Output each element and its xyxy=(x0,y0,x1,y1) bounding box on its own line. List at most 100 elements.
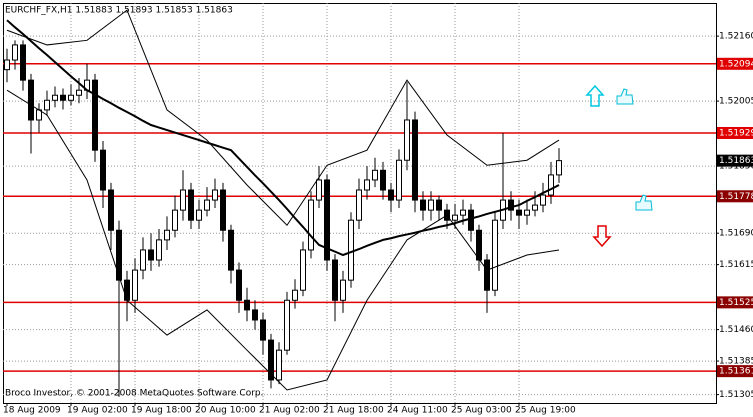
candle-body xyxy=(412,119,418,201)
candle-body xyxy=(516,209,522,216)
candle-body xyxy=(252,309,258,321)
candle-body xyxy=(324,179,330,261)
candle-body xyxy=(316,179,322,201)
candle-body xyxy=(484,259,490,291)
candle-body xyxy=(124,279,130,301)
candle-body xyxy=(308,199,314,251)
candle-body xyxy=(244,299,250,311)
indicator-line xyxy=(6,9,560,227)
x-tick-label: 19 Aug 02:00 xyxy=(67,406,128,416)
candle-body xyxy=(148,249,154,261)
candle-body xyxy=(52,94,58,101)
candle-body xyxy=(236,269,242,301)
candle-body xyxy=(116,229,122,281)
candle-body xyxy=(100,149,106,191)
x-tick-label: 21 Aug 18:00 xyxy=(323,406,384,416)
candle-body xyxy=(164,229,170,241)
y-tick-label: 1.51305 xyxy=(719,390,753,400)
candle-body xyxy=(388,189,394,201)
candle-body xyxy=(548,174,554,196)
thumb-up-icon xyxy=(616,88,634,105)
candle-body xyxy=(372,169,378,181)
candle-body xyxy=(188,189,194,221)
x-tick-label: 19 Aug 18:00 xyxy=(131,406,192,416)
current-price-label: 1.51863 xyxy=(719,156,753,166)
level-label-bg xyxy=(717,296,753,309)
candle-body xyxy=(4,59,10,71)
candle-body xyxy=(260,319,266,341)
candle-body xyxy=(300,249,306,291)
y-tick-label: 1.52160 xyxy=(719,32,753,42)
copyright: Broco Investor, © 2001-2008 MetaQuotes S… xyxy=(5,389,264,399)
level-label: 1.51929 xyxy=(719,128,753,138)
candle-body xyxy=(556,160,562,176)
level-label-bg xyxy=(717,57,753,70)
candle-body xyxy=(492,219,498,291)
candle-body xyxy=(364,179,370,191)
candle-body xyxy=(20,44,26,81)
candle-body xyxy=(332,259,338,301)
candle-body xyxy=(76,89,82,96)
candle-body xyxy=(436,199,442,211)
y-tick-label: 1.51460 xyxy=(719,325,753,335)
candle-body xyxy=(108,189,114,231)
indicator-line xyxy=(6,89,560,391)
candle-body xyxy=(156,239,162,261)
candle-body xyxy=(28,79,34,121)
x-tick-label: 24 Aug 11:00 xyxy=(387,406,448,416)
chart-layer: 1.521601.520051.518501.516901.516151.514… xyxy=(3,3,753,416)
candle-body xyxy=(132,269,138,301)
x-tick-label: 20 Aug 10:00 xyxy=(195,406,256,416)
candle-body xyxy=(180,189,186,211)
candle-body xyxy=(220,189,226,231)
candle-body xyxy=(476,229,482,261)
candle-body xyxy=(276,349,282,381)
candle-body xyxy=(532,204,538,211)
level-label: 1.52094 xyxy=(719,59,753,69)
candle-body xyxy=(428,199,434,211)
chart-title: EURCHF_FX,H1 1.51883 1.51893 1.51853 1.5… xyxy=(5,6,233,16)
x-tick-label: 25 Aug 19:00 xyxy=(515,406,576,416)
candle-body xyxy=(228,229,234,271)
candle-body xyxy=(524,209,530,216)
y-tick-label: 1.52005 xyxy=(719,97,753,107)
candle-body xyxy=(540,194,546,206)
candle-body xyxy=(404,119,410,161)
candle-body xyxy=(268,339,274,381)
y-tick-label: 1.51385 xyxy=(719,357,753,367)
candle-body xyxy=(204,199,210,211)
candle-body xyxy=(452,214,458,221)
candle-body xyxy=(60,94,66,101)
candle-body xyxy=(508,199,514,211)
candle-body xyxy=(196,209,202,221)
candle-body xyxy=(340,279,346,301)
level-label-bg xyxy=(717,190,753,203)
candle-body xyxy=(420,199,426,211)
candle-body xyxy=(68,94,74,101)
candle-body xyxy=(172,209,178,231)
level-label-bg xyxy=(717,365,753,378)
down-arrow-icon xyxy=(592,225,612,248)
candle-body xyxy=(380,169,386,191)
x-tick-label: 21 Aug 02:00 xyxy=(259,406,320,416)
indicator-line xyxy=(6,19,560,257)
level-label: 1.51525 xyxy=(719,298,753,308)
candle-body xyxy=(460,209,466,216)
candle-body xyxy=(292,289,298,301)
candle-body xyxy=(212,189,218,201)
candle-body xyxy=(12,44,18,61)
candle-body xyxy=(348,219,354,281)
candle-body xyxy=(396,159,402,201)
y-tick-label: 1.51690 xyxy=(719,229,753,239)
current-price-bg xyxy=(717,154,753,167)
up-arrow-icon xyxy=(585,84,605,107)
candle-body xyxy=(284,299,290,351)
x-tick-label: 18 Aug 2009 xyxy=(3,406,61,416)
level-label: 1.51778 xyxy=(719,192,753,202)
level-label: 1.51361 xyxy=(719,367,753,377)
level-label-bg xyxy=(717,126,753,139)
candle-body xyxy=(140,249,146,271)
thumb-icon xyxy=(635,194,653,211)
